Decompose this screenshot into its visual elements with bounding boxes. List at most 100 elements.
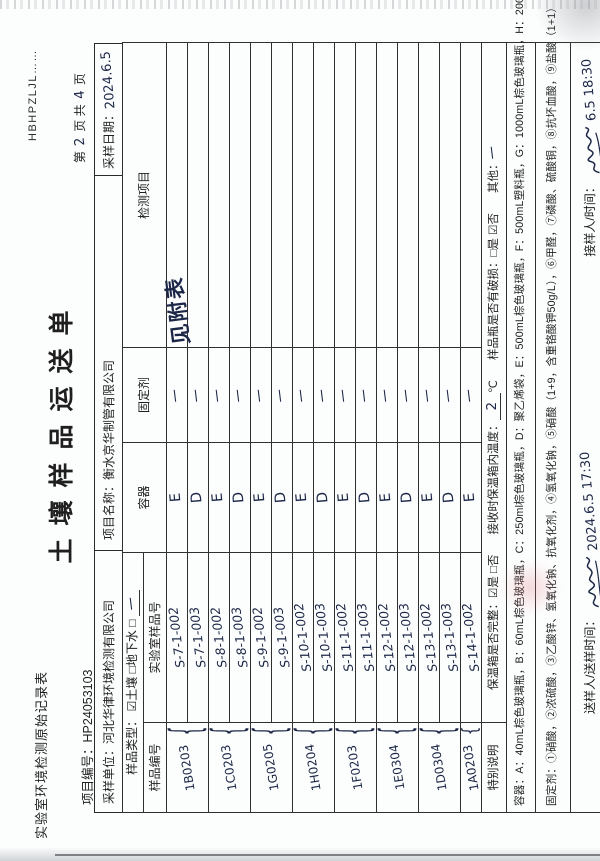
fixative-cell: 一 bbox=[166, 347, 188, 443]
cooler-temp-unit: ℃ bbox=[488, 380, 501, 393]
fixative-value: 一 bbox=[399, 387, 416, 403]
fixative-value: 一 bbox=[294, 387, 311, 403]
lab-no-cell: S-12-1-002 bbox=[375, 552, 398, 723]
fixative-value: 一 bbox=[462, 387, 479, 403]
lab-no-cell: S-11-1-003 bbox=[354, 552, 377, 723]
sender-label: 送样人/送样时间： bbox=[582, 614, 597, 714]
lab-no-cell: S-7-1-002 bbox=[165, 552, 188, 723]
table-row: S-12-1-003 D 一 bbox=[396, 42, 419, 813]
container-value: D bbox=[398, 491, 416, 504]
table-row: S-10-1-003 D 一 bbox=[312, 42, 335, 813]
special-notes-label: 特别说明 bbox=[481, 722, 507, 813]
fixative-cell: 一 bbox=[418, 347, 440, 443]
table-row: 1C0203{ S-8-1-002 E 一 bbox=[202, 42, 252, 813]
table-row: 1E0304{ S-12-1-002 E 一 bbox=[370, 42, 420, 813]
lab-no-cell: S-12-1-003 bbox=[396, 552, 419, 723]
lab-no-value: S-14-1-002 bbox=[458, 603, 483, 672]
sample-table: 样品类型： ☑土壤 □地下水 □ 一 容器 固定剂 检测项目 样品编号 实验室样… bbox=[122, 0, 600, 813]
sample-id-value: 1H0204 bbox=[302, 743, 324, 792]
lab-no-cell: S-7-1-003 bbox=[186, 552, 209, 723]
lab-no-value: S-10-1-002 bbox=[290, 603, 315, 672]
brace-mark: { bbox=[412, 726, 462, 736]
container-value: D bbox=[314, 491, 332, 504]
sample-type-other-checkbox: □ bbox=[125, 619, 140, 627]
form-code: HBHPZLJL…… bbox=[27, 48, 39, 141]
container-value: E bbox=[210, 492, 227, 503]
scan-corner-smudge bbox=[530, 0, 600, 55]
lab-no-cell: S-8-1-003 bbox=[228, 552, 251, 723]
test-items-cell bbox=[271, 42, 293, 348]
sampling-unit-value: 河北华律环境检测有限公司 bbox=[102, 599, 116, 744]
container-value: E bbox=[294, 492, 311, 503]
receiver-datetime-handwritten: 6.5 18:30 bbox=[579, 58, 600, 122]
container-value: D bbox=[272, 491, 290, 504]
sample-id-value: 1E0304 bbox=[386, 743, 408, 792]
container-value: E bbox=[420, 492, 437, 503]
fixative-cell: 一 bbox=[250, 347, 272, 443]
container-value: D bbox=[188, 491, 206, 504]
lab-no-value: S-8-1-003 bbox=[228, 607, 251, 668]
container-value: D bbox=[440, 491, 458, 504]
container-cell: D bbox=[187, 442, 209, 553]
sample-id-value: 1B0203 bbox=[176, 743, 198, 792]
test-items-cell bbox=[418, 42, 440, 348]
sample-type-soil-checked: ☑土壤 bbox=[125, 676, 140, 712]
fixative-value: 一 bbox=[168, 387, 185, 403]
cooler-intact-no-unchecked: □否 bbox=[487, 554, 500, 573]
project-number-label: 项目编号： bbox=[81, 742, 95, 805]
test-items-cell bbox=[439, 42, 461, 348]
fixative-legend-row: 固定剂：①硝酸，②浓硫酸，③乙酸锌、氢氧化钠、抗氧化剂，④氢氧化钠，⑤硝酸（1+… bbox=[535, 2, 571, 813]
table-row: 1B0203{ S-7-1-002 E 一 bbox=[160, 42, 210, 813]
sample-id-cell: 1F0203{ bbox=[328, 722, 378, 813]
fixative-value: 一 bbox=[378, 387, 395, 403]
test-items-cell bbox=[355, 42, 377, 348]
fixative-value: 一 bbox=[273, 387, 290, 403]
container-value: E bbox=[336, 492, 353, 503]
container-cell: D bbox=[229, 442, 251, 553]
test-items-cell bbox=[460, 42, 482, 348]
table-row: S-8-1-003 D 一 bbox=[228, 42, 251, 813]
project-name-label: 项目名称： bbox=[102, 479, 116, 540]
fixative-value: 一 bbox=[189, 387, 206, 403]
fixative-legend: 固定剂：①硝酸，②浓硫酸，③乙酸锌、氢氧化钠、抗氧化剂，④氢氧化钠，⑤硝酸（1+… bbox=[535, 2, 571, 813]
table-row: S-9-1-003 D 一 bbox=[270, 42, 293, 813]
table-row: S-13-1-003 D 一 bbox=[438, 42, 461, 813]
sample-type-other-handwritten: 一 bbox=[124, 595, 141, 611]
fixative-value: 一 bbox=[420, 387, 437, 403]
sample-id-cell: 1D0304 { bbox=[412, 722, 462, 813]
container-cell: E bbox=[334, 442, 356, 553]
sample-id-cell: 1G0205{ bbox=[244, 722, 294, 813]
lab-no-cell: S-13-1-002 bbox=[417, 552, 440, 723]
fixative-cell: 一 bbox=[271, 347, 293, 443]
sample-type-row: 样品类型： ☑土壤 □地下水 □ 一 容器 固定剂 检测项目 bbox=[122, 42, 167, 813]
fixative-cell: 一 bbox=[229, 347, 251, 443]
test-items-cell bbox=[250, 42, 272, 348]
sample-id-cell: 1E0304{ bbox=[370, 722, 420, 813]
page-number-handwritten: 2 bbox=[71, 136, 89, 147]
container-cell: D bbox=[355, 442, 377, 553]
fixative-value: 一 bbox=[336, 387, 353, 403]
lab-no-value: S-7-1-003 bbox=[186, 607, 209, 668]
sample-id-cell: 1A0203 { bbox=[457, 722, 482, 813]
scan-red-smudge bbox=[500, 560, 560, 615]
table-row: S-11-1-003 D 一 bbox=[354, 42, 377, 813]
fixative-cell: 一 bbox=[313, 347, 335, 443]
fixative-value: 一 bbox=[441, 387, 458, 403]
fixative-value: 一 bbox=[357, 387, 374, 403]
container-cell: E bbox=[376, 442, 398, 553]
col-header-sample-id: 样品编号 bbox=[143, 722, 167, 813]
fixative-value: 一 bbox=[315, 387, 332, 403]
container-cell: E bbox=[460, 442, 482, 553]
sample-id-value: 1A0203 bbox=[460, 743, 482, 792]
lab-no-value: S-8-1-002 bbox=[207, 607, 230, 668]
sampling-date-label: 采样日期： bbox=[102, 108, 116, 169]
fixative-value: 一 bbox=[252, 387, 269, 403]
fixative-cell: 一 bbox=[460, 347, 482, 443]
sample-id-cell: 1H0204{ bbox=[286, 722, 336, 813]
lab-no-cell: S-9-1-002 bbox=[249, 552, 272, 723]
lab-no-value: S-11-1-002 bbox=[332, 603, 357, 672]
bottle-damage-item: 样品瓶是否有破损：□是 ☑否 bbox=[488, 213, 500, 360]
project-name-cell: 项目名称： 衡水京华制管有限公司 bbox=[95, 176, 122, 550]
